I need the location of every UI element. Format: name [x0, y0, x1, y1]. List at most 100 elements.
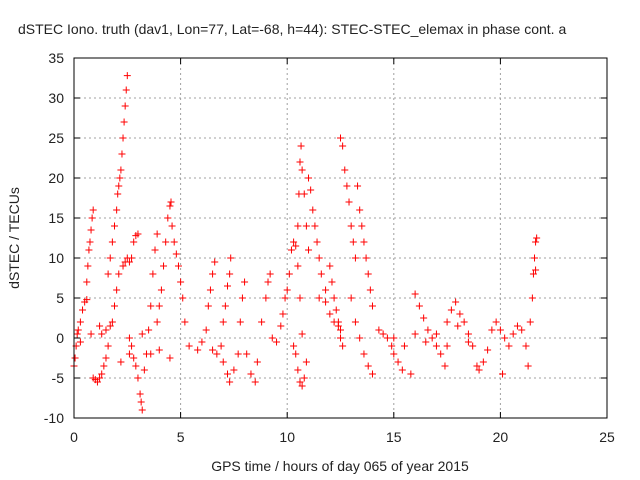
- data-point: [209, 346, 217, 354]
- data-point: [100, 362, 108, 370]
- data-point: [347, 222, 355, 230]
- data-point: [432, 330, 440, 338]
- data-point: [111, 222, 119, 230]
- data-point: [130, 354, 138, 362]
- data-point: [93, 378, 101, 386]
- data-point: [464, 338, 472, 346]
- data-point: [368, 302, 376, 310]
- data-point: [206, 286, 214, 294]
- data-point: [217, 342, 225, 350]
- data-point: [134, 374, 142, 382]
- y-tick-label: 35: [48, 50, 64, 66]
- data-point: [307, 186, 315, 194]
- data-point: [296, 158, 304, 166]
- x-axis: 0 5 10 15 20 25: [70, 58, 615, 445]
- data-point: [168, 222, 176, 230]
- data-point: [258, 318, 266, 326]
- data-point: [326, 310, 334, 318]
- y-tick-label: 30: [48, 90, 64, 106]
- x-tick-label: 15: [386, 429, 402, 445]
- data-point: [251, 378, 259, 386]
- data-point: [383, 334, 391, 342]
- data-point: [475, 366, 483, 374]
- data-point: [358, 222, 366, 230]
- data-point: [145, 326, 153, 334]
- data-points: [70, 72, 541, 414]
- data-point: [153, 230, 161, 238]
- data-point: [309, 206, 317, 214]
- data-point: [362, 254, 370, 262]
- data-point: [121, 102, 129, 110]
- data-point: [106, 254, 114, 262]
- data-point: [522, 342, 530, 350]
- data-point: [390, 334, 398, 342]
- data-point: [185, 342, 193, 350]
- data-point: [531, 254, 539, 262]
- y-axis: -10 -5 0 5 10 15 20 25 30 35: [44, 50, 607, 426]
- data-point: [83, 296, 91, 304]
- data-point: [125, 350, 133, 358]
- data-point: [125, 334, 133, 342]
- data-point: [166, 354, 174, 362]
- data-point: [262, 294, 270, 302]
- data-point: [529, 270, 537, 278]
- data-point: [157, 286, 165, 294]
- data-point: [136, 390, 144, 398]
- data-point: [339, 342, 347, 350]
- data-point: [499, 370, 507, 378]
- data-point: [87, 226, 95, 234]
- data-point: [117, 166, 125, 174]
- data-point: [114, 190, 122, 198]
- data-point: [443, 342, 451, 350]
- x-tick-label: 0: [70, 429, 78, 445]
- data-point: [464, 330, 472, 338]
- data-point: [177, 278, 185, 286]
- data-point: [172, 250, 180, 258]
- data-point: [354, 182, 362, 190]
- data-point: [454, 322, 462, 330]
- data-point: [227, 254, 235, 262]
- data-point: [73, 330, 81, 338]
- data-point: [128, 254, 136, 262]
- data-point: [337, 134, 344, 142]
- data-point: [452, 298, 460, 306]
- data-point: [84, 262, 92, 270]
- data-point: [287, 246, 295, 254]
- data-point: [236, 318, 244, 326]
- data-point: [118, 150, 126, 158]
- y-tick-label: -10: [44, 410, 64, 426]
- y-tick-label: 15: [48, 210, 64, 226]
- data-point: [209, 270, 217, 278]
- data-point: [98, 330, 106, 338]
- data-point: [219, 358, 227, 366]
- data-point: [119, 134, 127, 142]
- data-point: [88, 214, 96, 222]
- data-point: [305, 246, 313, 254]
- data-point: [137, 398, 145, 406]
- data-point: [76, 318, 84, 326]
- data-point: [296, 378, 304, 386]
- data-point: [332, 306, 340, 314]
- data-point: [147, 350, 155, 358]
- data-point: [315, 294, 323, 302]
- data-point: [302, 222, 310, 230]
- data-point: [296, 294, 304, 302]
- x-tick-label: 20: [493, 429, 509, 445]
- data-point: [368, 370, 376, 378]
- data-point: [398, 366, 406, 374]
- data-point: [106, 322, 114, 330]
- data-point: [292, 242, 300, 250]
- data-point: [226, 270, 234, 278]
- data-point: [194, 346, 202, 354]
- data-point: [264, 278, 272, 286]
- data-point: [138, 406, 146, 414]
- data-point: [526, 318, 534, 326]
- data-point: [102, 354, 110, 362]
- data-point: [279, 310, 287, 318]
- data-point: [115, 182, 123, 190]
- data-point: [226, 378, 234, 386]
- data-point: [315, 254, 323, 262]
- data-point: [102, 326, 110, 334]
- data-point: [104, 342, 112, 350]
